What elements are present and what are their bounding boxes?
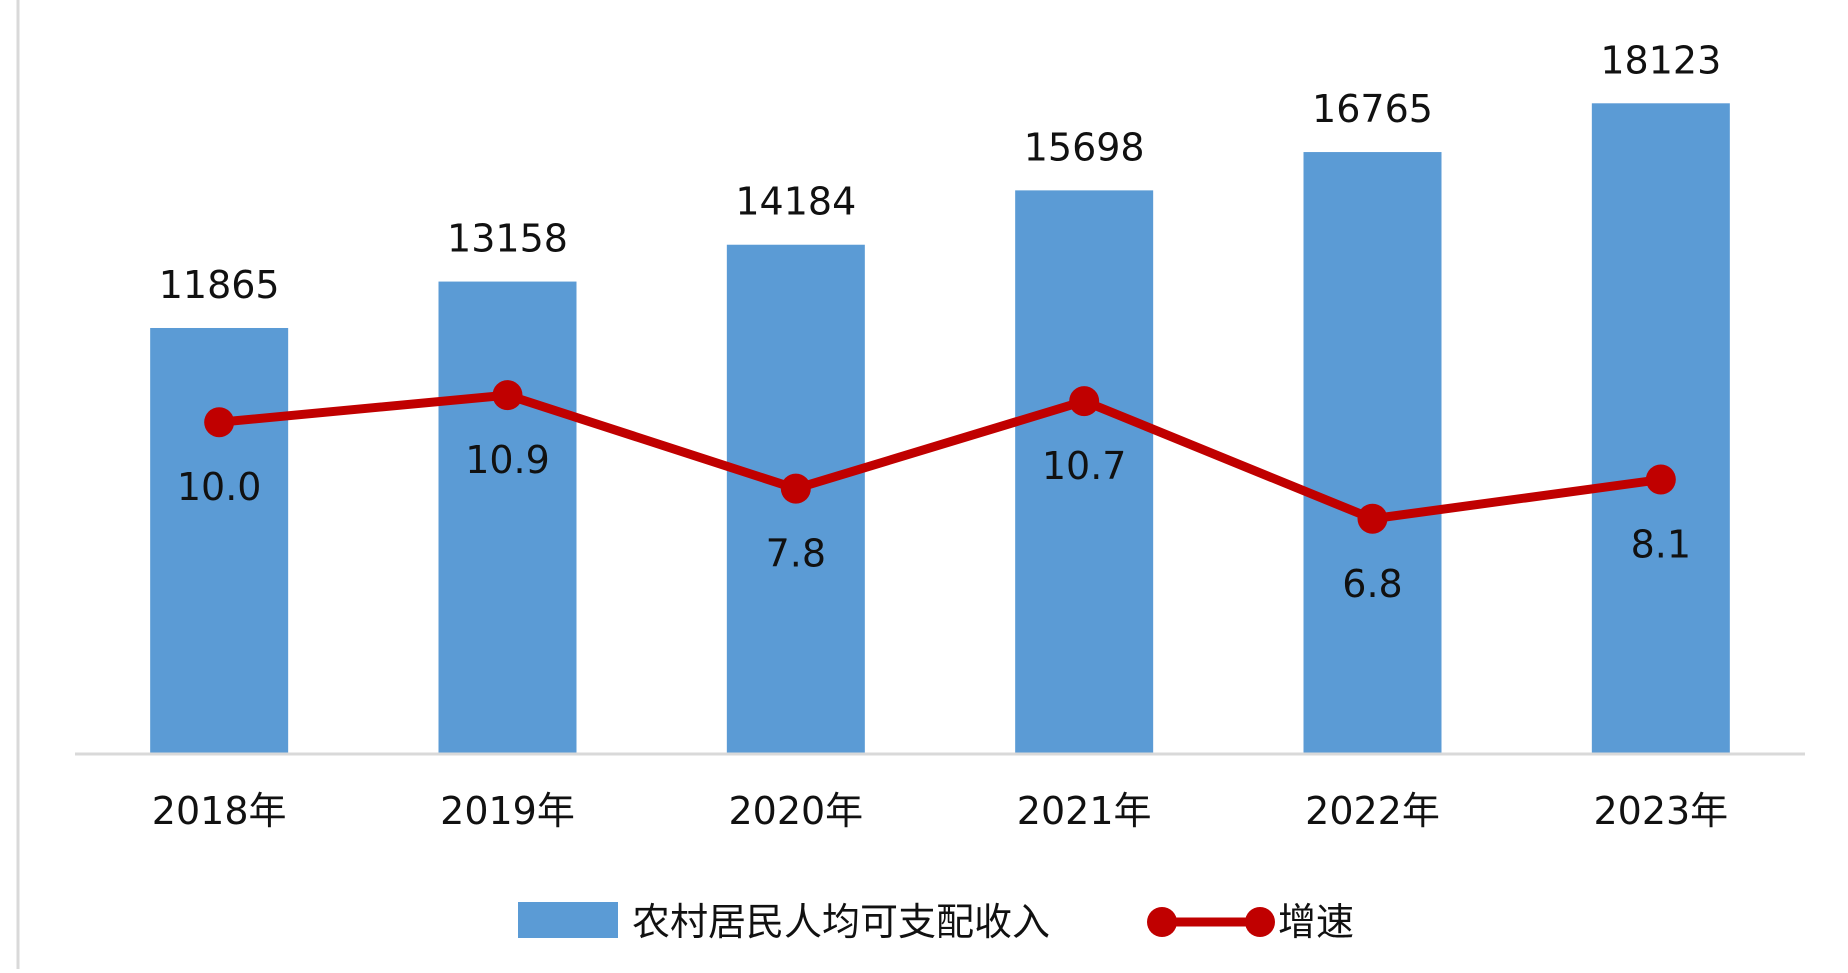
line-layer <box>204 380 1676 534</box>
bar-value-label: 11865 <box>159 263 280 307</box>
legend-bar-label: 农村居民人均可支配收入 <box>632 900 1050 944</box>
growth-rate-line <box>218 390 1662 524</box>
growth-rate-point <box>204 407 235 438</box>
growth-rate-label: 8.1 <box>1631 523 1691 567</box>
bar <box>150 327 289 754</box>
growth-rate-label: 10.9 <box>465 438 550 482</box>
bar-labels-layer: 11865 13158 14184 15698 16765 18123 <box>159 38 1722 307</box>
bar <box>1591 103 1730 755</box>
legend-line-label: 增速 <box>1278 900 1354 944</box>
bar-value-label: 18123 <box>1600 38 1721 82</box>
growth-rate-point <box>780 473 811 504</box>
growth-rate-label: 10.0 <box>177 465 262 509</box>
bars-layer <box>150 103 1730 755</box>
x-tick-label: 2020年 <box>728 789 863 833</box>
bar <box>438 281 577 754</box>
x-tick-labels: 2018年 2019年 2020年 2021年 2022年 2023年 <box>152 789 1728 833</box>
bar-value-label: 16765 <box>1312 87 1433 131</box>
x-tick-label: 2019年 <box>440 789 575 833</box>
growth-rate-point <box>1645 464 1676 495</box>
x-tick-label: 2021年 <box>1017 789 1152 833</box>
x-tick-label: 2022年 <box>1305 789 1440 833</box>
legend-line-marker <box>1147 907 1177 937</box>
legend: 农村居民人均可支配收入 增速 <box>518 900 1354 944</box>
bar <box>1015 190 1154 754</box>
bar <box>1303 152 1442 755</box>
bar-value-label: 13158 <box>447 217 568 261</box>
rate-labels-layer: 10.0 10.9 7.8 10.7 6.8 8.1 <box>177 438 1691 606</box>
growth-rate-point <box>1357 503 1388 534</box>
growth-rate-label: 6.8 <box>1342 562 1402 606</box>
growth-rate-point <box>1069 386 1100 417</box>
bar-value-label: 15698 <box>1024 125 1145 169</box>
legend-line-marker <box>1245 907 1275 937</box>
growth-rate-label: 10.7 <box>1042 444 1127 488</box>
growth-rate-label: 7.8 <box>766 532 826 576</box>
x-tick-label: 2023年 <box>1593 789 1728 833</box>
growth-rate-point <box>492 380 523 411</box>
x-tick-label: 2018年 <box>152 789 287 833</box>
legend-bar-swatch <box>518 902 618 938</box>
bar-value-label: 14184 <box>735 180 856 224</box>
